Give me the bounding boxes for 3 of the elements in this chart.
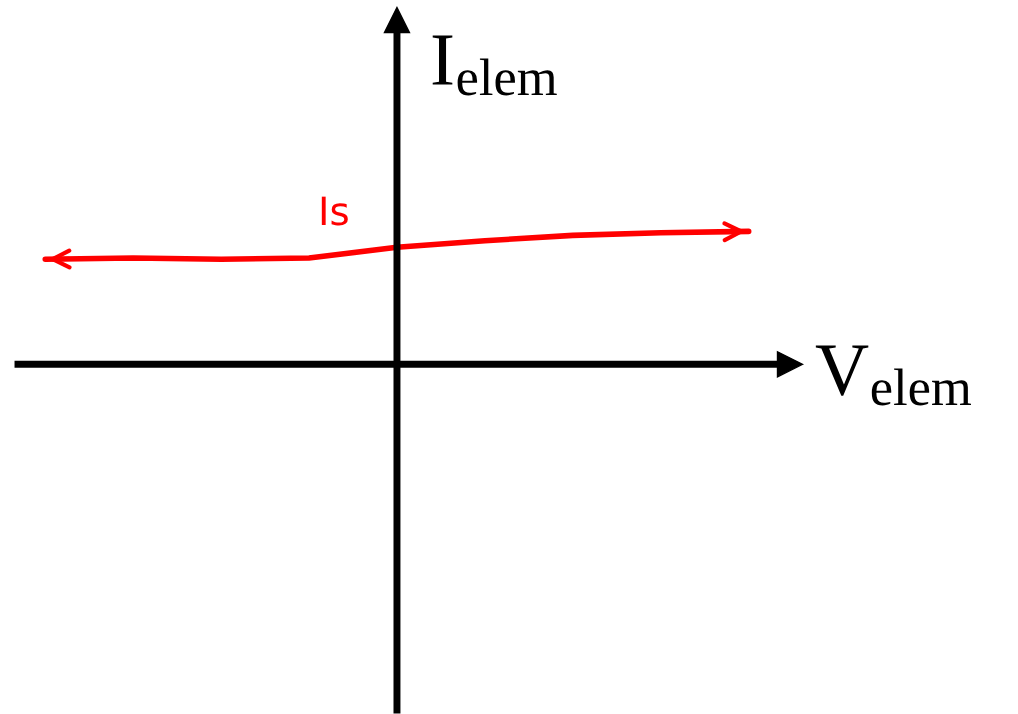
text: Is bbox=[321, 196, 348, 226]
y-axis-title: I$_{elem}$ bbox=[432, 35, 557, 96]
x-axis-title: V$_{elem}$ bbox=[815, 345, 971, 406]
